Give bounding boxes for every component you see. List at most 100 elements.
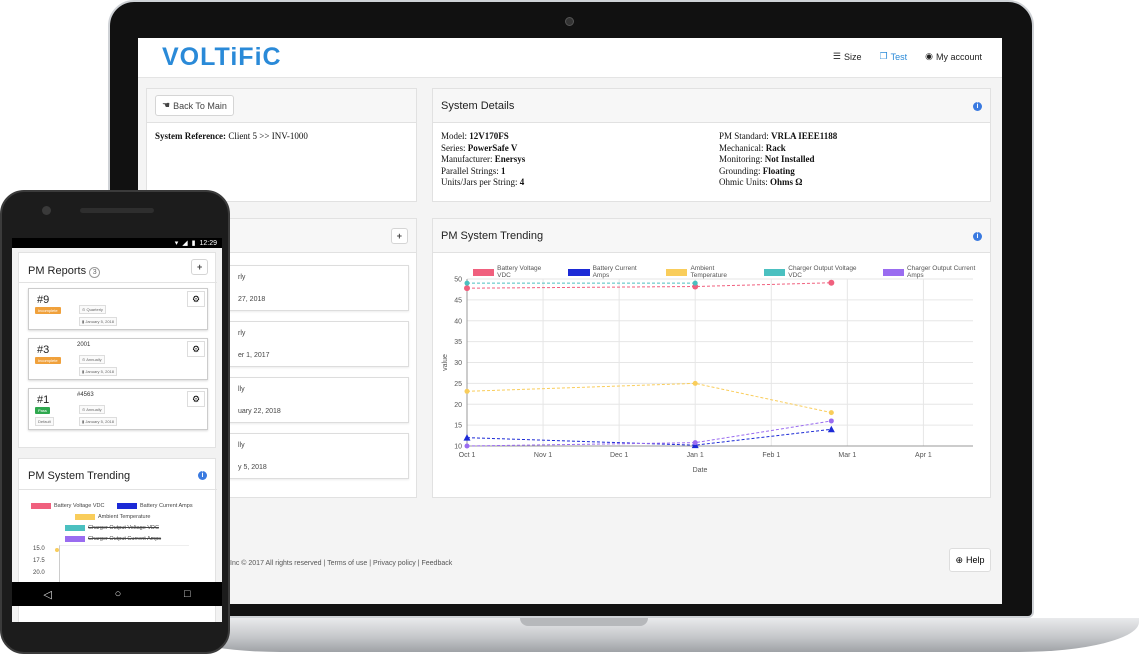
phone-chart-area: [59, 545, 189, 605]
legend-item[interactable]: Battery Current Amps: [568, 265, 652, 279]
laptop-screen: VOLTiFiC ☰ Size ❐ Test ◉ My account ☚ Back T…: [138, 38, 1002, 604]
legend-swatch: [117, 503, 137, 509]
frequency-text: Annually: [86, 357, 102, 362]
legend-item[interactable]: Charger Output Current Amps: [882, 265, 990, 279]
footer: Inc © 2017 All rights reserved | Terms o…: [230, 560, 452, 567]
help-button[interactable]: ⊕ Help: [949, 548, 991, 572]
detail-label: Parallel Strings:: [441, 165, 499, 176]
add-report-button[interactable]: +: [390, 227, 408, 244]
x-tick-label: Mar 1: [838, 452, 856, 459]
detail-row: Units/Jars per String: 4: [441, 177, 719, 187]
info-icon[interactable]: i: [973, 102, 982, 111]
privacy-link[interactable]: Privacy policy: [372, 560, 416, 567]
report-reference: #4563: [77, 392, 94, 398]
nav-test[interactable]: ❐ Test: [880, 51, 908, 62]
phone-y-tick: 20.0: [33, 570, 45, 576]
y-tick-label: 10: [454, 444, 462, 451]
data-point: [692, 380, 698, 386]
nav-size[interactable]: ☰ Size: [833, 51, 862, 62]
home-icon[interactable]: ○: [114, 588, 122, 600]
legend-item[interactable]: Battery Voltage VDC: [473, 265, 554, 279]
phone-speaker: [80, 208, 154, 213]
app-logo[interactable]: VOLTiFiC: [162, 43, 282, 71]
trending-title: PM System Trending: [433, 219, 990, 253]
frequency-tag: ⊙ Quarterly: [79, 305, 106, 314]
detail-row: Manufacturer: Enersys: [441, 154, 719, 164]
legend-label: Ambient Temperature: [690, 265, 727, 279]
laptop-camera: [565, 17, 574, 26]
nav-account[interactable]: ◉ My account: [925, 51, 982, 62]
info-icon[interactable]: i: [973, 232, 982, 241]
phone-legend-item[interactable]: Charger Output Current Amps: [65, 536, 161, 542]
terms-link[interactable]: Terms of use: [327, 560, 368, 567]
legend-swatch: [568, 268, 590, 276]
detail-value: 12V170FS: [469, 131, 509, 141]
report-reference: 2001: [77, 342, 91, 348]
recent-apps-icon[interactable]: □: [183, 588, 191, 600]
system-details-title: System Details: [433, 89, 990, 123]
back-to-main-button[interactable]: ☚ Back To Main: [155, 95, 234, 116]
phone-legend-item[interactable]: Battery Voltage VDC: [31, 503, 104, 509]
divider: [19, 489, 217, 490]
legend-label: Charger Output Voltage VDC: [88, 525, 159, 531]
data-point: [692, 440, 698, 446]
legend-swatch: [764, 268, 786, 276]
report-card[interactable]: rly er 1, 2017: [229, 321, 409, 367]
detail-value: Floating: [762, 165, 795, 176]
report-card[interactable]: lly y 5, 2018: [229, 433, 409, 479]
phone-add-report-button[interactable]: +: [191, 259, 209, 275]
detail-value: Enersys: [494, 154, 526, 164]
phone-report-card[interactable]: #1 Pass ⚙ ⊙ Annually ▮ January 5, 2018 #4…: [28, 388, 208, 430]
data-point: [464, 388, 470, 394]
detail-label: Manufacturer:: [441, 154, 493, 164]
report-number: #9: [37, 294, 50, 306]
report-card[interactable]: lly uary 22, 2018: [229, 377, 409, 423]
back-icon[interactable]: ◁: [43, 588, 52, 601]
report-date: 27, 2018: [238, 296, 266, 303]
nav-size-label: Size: [844, 51, 862, 62]
report-card[interactable]: rly 27, 2018: [229, 265, 409, 311]
phone-legend-item[interactable]: Ambient Temperature: [75, 514, 150, 520]
gear-icon[interactable]: ⚙: [187, 341, 205, 357]
frequency-tag: ⊙ Annually: [79, 405, 105, 414]
detail-value: 4: [519, 177, 525, 187]
phone-legend-item[interactable]: Battery Current Amps: [117, 503, 193, 509]
y-tick-label: 20: [454, 402, 462, 409]
report-number: #1: [37, 394, 50, 406]
detail-value: VRLA IEEE1188: [771, 131, 838, 141]
footer-sep: |: [369, 560, 372, 567]
chart-legend: Battery Voltage VDC Battery Current Amps A…: [473, 265, 990, 279]
status-badge: Incomplete: [35, 357, 61, 364]
series-line: [466, 428, 832, 446]
reference-panel-head: ☚ Back To Main: [147, 89, 416, 123]
wifi-icon: ▾: [174, 240, 179, 247]
detail-row: PM Standard: VRLA IEEE1188: [719, 131, 989, 141]
detail-row: Grounding: Floating: [719, 166, 989, 176]
date-tag: ▮ January 5, 2018: [79, 417, 117, 426]
legend-item[interactable]: Charger Output Voltage VDC: [764, 265, 869, 279]
gear-icon[interactable]: ⚙: [187, 391, 205, 407]
phone-legend-item[interactable]: Charger Output Voltage VDC: [65, 525, 159, 531]
report-frequency: rly: [238, 330, 246, 337]
phone-report-card[interactable]: #9 Incomplete ⚙ ⊙ Quarterly ▮ January 5,…: [28, 288, 208, 330]
signal-icon: ◢: [182, 240, 188, 247]
feedback-link[interactable]: Feedback: [421, 560, 453, 567]
legend-label: Ambient Temperature: [98, 514, 151, 520]
legend-item[interactable]: Ambient Temperature: [666, 265, 750, 279]
detail-label: Series:: [441, 142, 466, 153]
detail-label: Ohmic Units:: [719, 177, 768, 187]
date-text: January 5, 2018: [85, 369, 114, 374]
y-axis-label: value: [442, 354, 449, 371]
phone-report-card[interactable]: #3 Incomplete ⚙ ⊙ Annually ▮ January 5, …: [28, 338, 208, 380]
divider: [19, 282, 217, 283]
gear-icon[interactable]: ⚙: [187, 291, 205, 307]
laptop-base: [160, 618, 1139, 652]
detail-row: Series: PowerSafe V: [441, 143, 719, 153]
info-icon[interactable]: i: [198, 471, 207, 480]
detail-row: Model: 12V170FS: [441, 131, 719, 141]
detail-label: Mechanical:: [719, 142, 764, 153]
data-point: [827, 425, 835, 433]
system-reference-panel: ☚ Back To Main System Reference: Client 5…: [146, 88, 417, 202]
legend-label: Charger Output Current Amps: [88, 536, 162, 542]
